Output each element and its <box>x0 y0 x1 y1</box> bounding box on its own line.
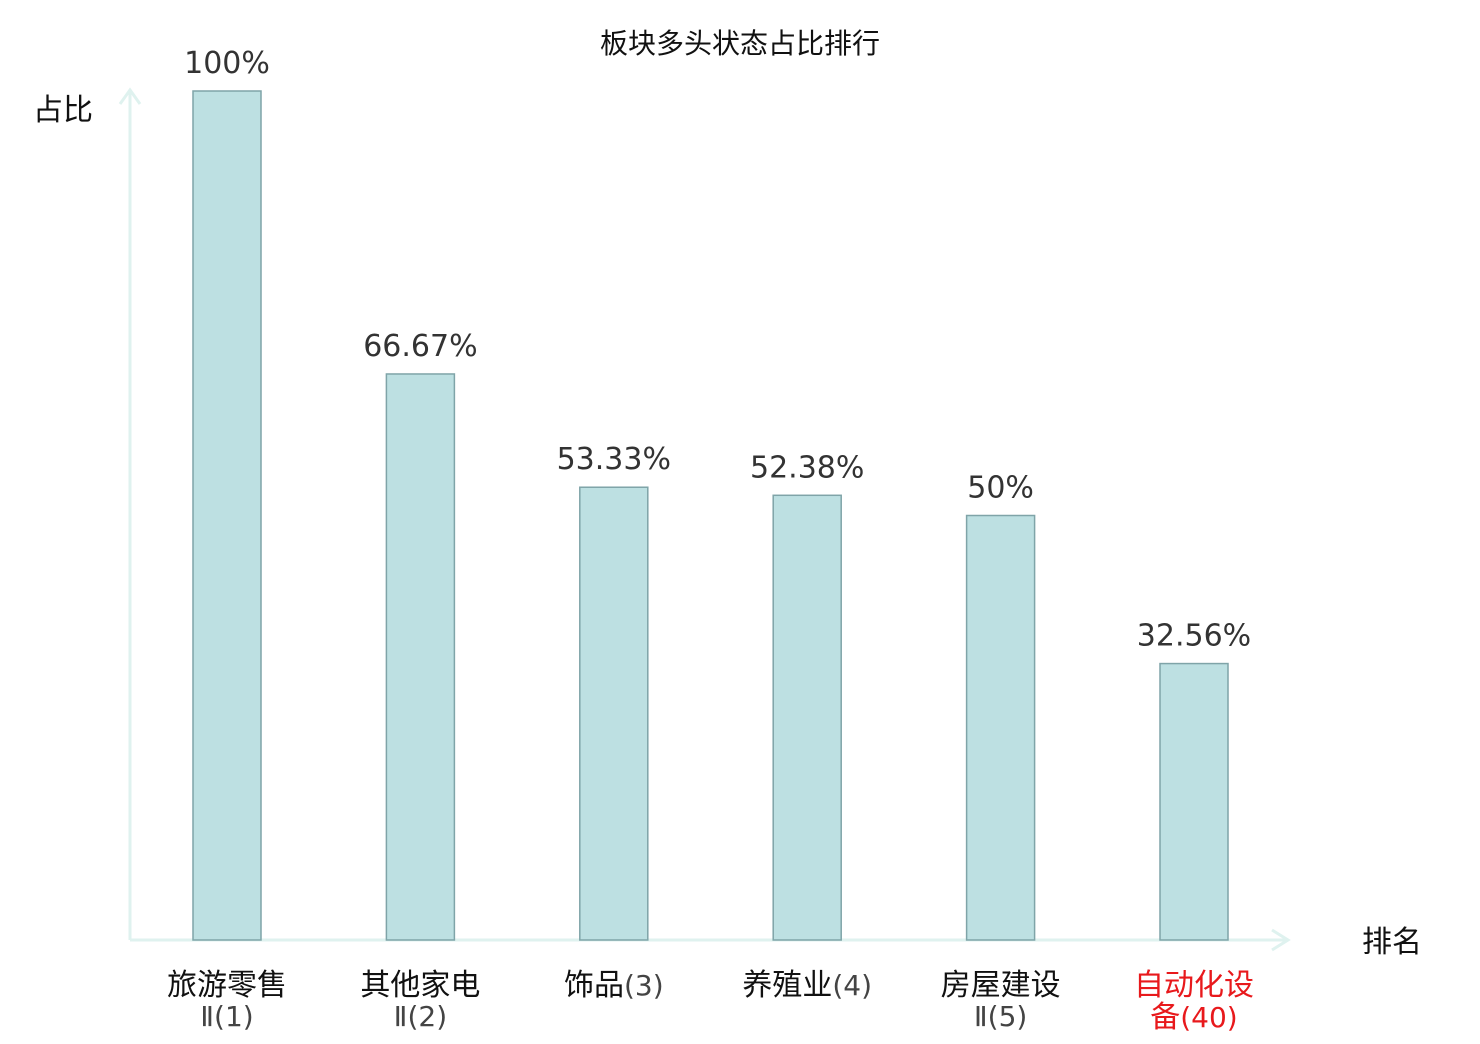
category-name-line2-6: 备(40) <box>1150 1000 1237 1035</box>
category-name-4: 养殖业 <box>742 968 832 1003</box>
bar-3 <box>579 486 649 941</box>
category-rank-1: Ⅱ(1) <box>200 1000 253 1033</box>
y-axis-arrow <box>118 87 142 105</box>
bar-2 <box>385 373 456 941</box>
category-name-line1-6: 自动化设 <box>1134 968 1254 1003</box>
value-label-6: 32.56% <box>1137 619 1251 654</box>
value-label-5: 50% <box>967 471 1034 506</box>
category-rank-3: (3) <box>624 969 664 1002</box>
category-name-5: 房屋建设 <box>941 968 1061 1003</box>
x-axis-arrow <box>1271 928 1291 952</box>
category-name-3: 饰品 <box>564 968 624 1003</box>
value-label-2: 66.67% <box>363 329 477 364</box>
category-label-4: 养殖业(4) <box>742 968 872 1003</box>
value-label-1: 100% <box>184 46 270 81</box>
category-rank-5: Ⅱ(5) <box>974 1000 1027 1033</box>
axes <box>118 87 1291 952</box>
category-name-2: 其他家电 <box>360 968 480 1003</box>
bars-group <box>192 90 1229 941</box>
category-rank-4: (4) <box>832 969 872 1002</box>
bar-6 <box>1159 662 1229 941</box>
value-label-3: 53.33% <box>557 442 671 477</box>
category-rank-6: (40) <box>1180 1001 1237 1034</box>
category-rank-2: Ⅱ(2) <box>394 1000 447 1033</box>
value-labels-group: 100% 66.67% 53.33% 52.38% 50% 32.56% <box>184 46 1251 654</box>
category-label-text-3: 饰品(3) <box>564 968 664 1003</box>
bar-4 <box>772 494 842 941</box>
bar-1 <box>192 90 262 941</box>
y-axis-label: 占比 <box>33 93 93 128</box>
chart-title: 板块多头状态占比排行 <box>600 27 880 60</box>
value-label-4: 52.38% <box>750 450 864 485</box>
bar-5 <box>965 514 1036 941</box>
category-label-3: 饰品(3) <box>564 968 664 1003</box>
category-label-text-4: 养殖业(4) <box>742 968 872 1003</box>
category-name-1: 旅游零售 <box>167 968 287 1003</box>
x-axis-label: 排名 <box>1362 925 1422 960</box>
